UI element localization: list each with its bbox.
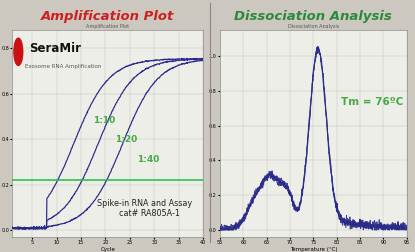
Text: Dissociation Analysis: Dissociation Analysis (234, 10, 392, 23)
X-axis label: Temperature (°C): Temperature (°C) (290, 247, 337, 252)
Text: Amplification Plot: Amplification Plot (41, 10, 175, 23)
Text: SeraMir: SeraMir (29, 42, 82, 55)
Text: 1:10: 1:10 (93, 116, 115, 125)
Text: Tm = 76ºC: Tm = 76ºC (341, 97, 404, 107)
Text: Spike-in RNA and Assay
    cat# RA805A-1: Spike-in RNA and Assay cat# RA805A-1 (97, 199, 192, 218)
X-axis label: Cycle: Cycle (100, 247, 115, 252)
Text: 1:20: 1:20 (115, 135, 137, 143)
Text: Exosome RNA Amplification: Exosome RNA Amplification (24, 64, 101, 69)
Ellipse shape (14, 38, 23, 66)
Title: Amplification Plot: Amplification Plot (86, 24, 129, 29)
Title: Dissociation Analysis: Dissociation Analysis (288, 24, 339, 29)
Text: 1:40: 1:40 (137, 155, 160, 164)
